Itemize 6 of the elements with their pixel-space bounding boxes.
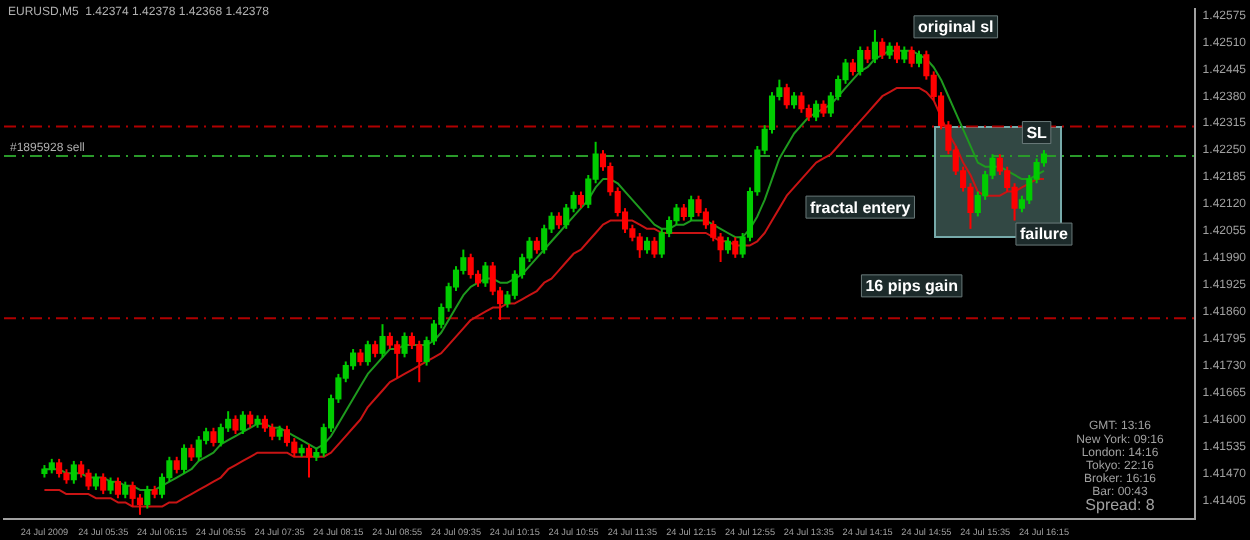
annotation: original sl (917, 18, 994, 37)
annotation: 16 pips gain (865, 277, 959, 296)
annotation: SL (1026, 123, 1048, 142)
annotation: failure (1019, 225, 1070, 244)
text: Spread: 8 (1085, 495, 1156, 514)
annotation: fractal entery (809, 198, 912, 217)
